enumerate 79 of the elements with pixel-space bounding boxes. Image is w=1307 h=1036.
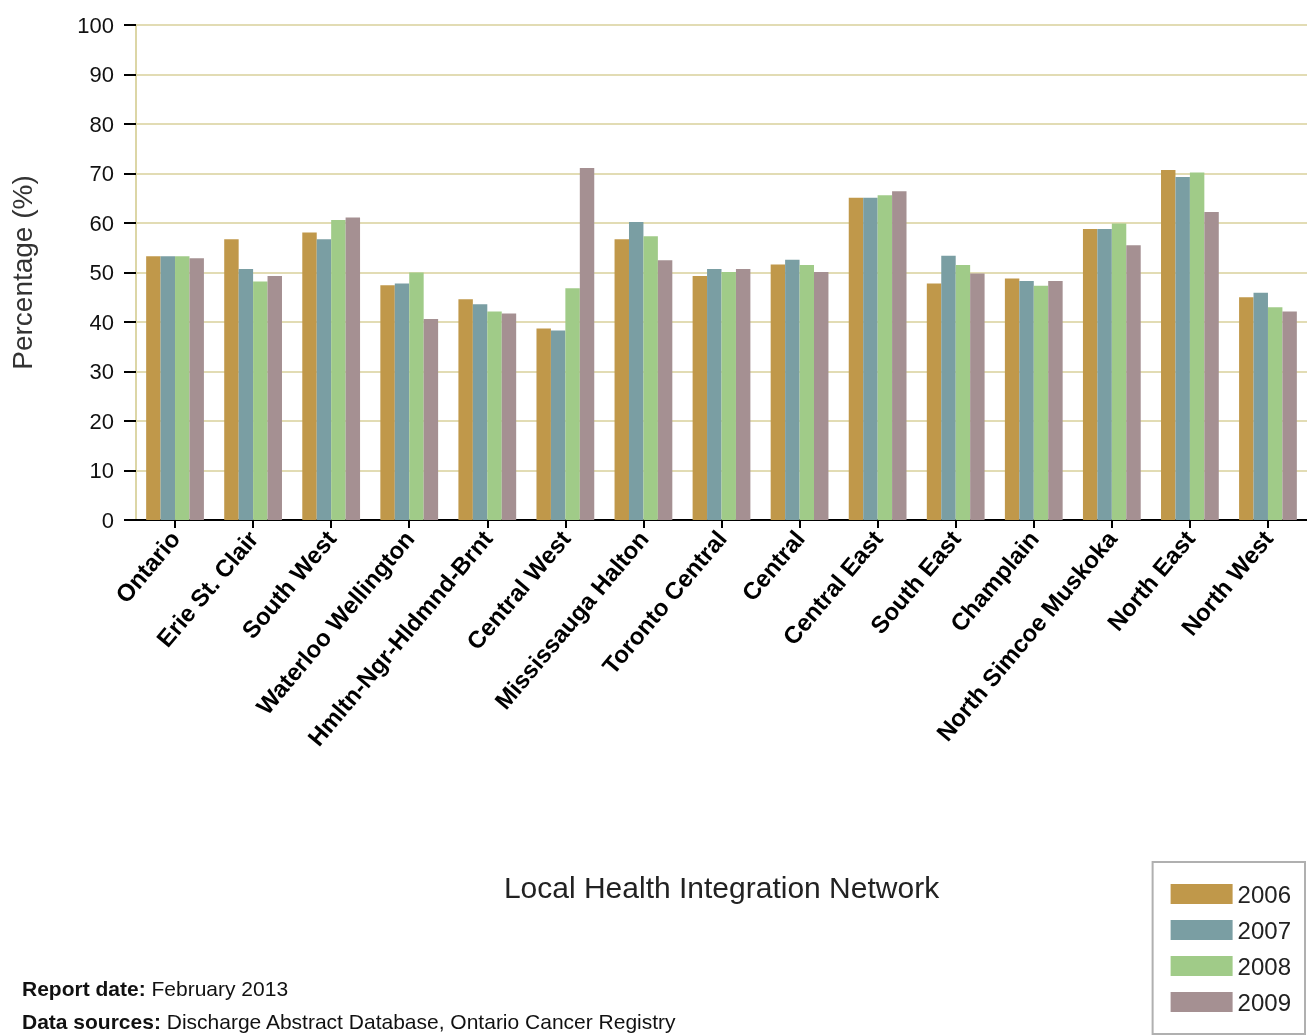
bar [189,258,204,520]
bar [1004,278,1020,520]
bar [1019,280,1034,520]
bar [160,256,176,520]
legend-label: 2006 [1237,880,1291,908]
bar [253,281,268,520]
y-tick-label: 80 [89,111,114,137]
legend-label: 2008 [1237,952,1291,980]
bar [331,220,346,520]
bar [628,222,644,520]
bar [770,264,786,520]
legend-label: 2009 [1237,988,1291,1016]
bar [926,283,942,520]
bar [643,236,658,520]
bar [175,256,190,520]
bar [536,328,551,520]
bar [1267,307,1283,520]
bar [1175,176,1190,520]
y-tick-label: 40 [89,309,114,335]
bar [1033,285,1049,520]
bar [614,239,629,520]
bar [224,239,239,520]
bar [1189,172,1205,520]
bar [785,259,800,520]
bar [1239,297,1254,520]
bar [1253,292,1268,520]
y-tick-label: 100 [77,12,114,38]
bar [1282,311,1297,520]
bar [458,299,473,520]
bar [487,311,502,520]
bar [848,197,864,520]
bar [657,260,673,520]
y-axis-title: Percentage (%) [6,175,38,370]
bar [877,195,893,520]
bar [970,273,985,520]
bar [955,265,971,520]
bar [1111,223,1127,520]
bar [692,275,708,520]
y-tick-label: 50 [89,260,114,285]
bar [1097,228,1112,520]
bar [565,288,580,520]
bar [941,255,956,520]
y-tick-label: 30 [89,359,114,384]
bar [1082,228,1098,520]
bar [380,285,395,520]
bar [394,283,410,520]
bar [316,239,332,520]
x-axis-title: Local Health Integration Network [503,870,941,904]
legend-label: 2007 [1237,916,1291,944]
bar [892,191,907,520]
y-tick-label: 0 [101,507,114,533]
y-tick-label: 70 [89,161,114,186]
bar [472,304,488,520]
bar [423,319,439,520]
bar [799,265,815,520]
bar [1048,280,1063,520]
bar [550,330,566,520]
y-tick-label: 90 [89,62,114,87]
y-tick-label: 10 [89,458,114,483]
text: Data sources: Discharge Abstract Database, Ontario Cancer Registry [22,1010,677,1033]
bar [1161,170,1176,520]
bar [1204,212,1219,520]
bar [863,197,878,520]
text: Report date: February 2013 [22,977,289,1000]
bar [238,269,254,520]
bar [1126,245,1141,520]
bar [735,269,751,520]
bar [707,269,722,520]
bar [721,272,736,520]
bar [345,217,361,520]
bar [409,272,424,520]
bar [814,272,829,520]
bar [501,313,517,520]
y-tick-label: 20 [89,408,114,434]
y-tick-label: 60 [89,210,114,236]
bar [302,232,317,520]
bar [267,275,282,520]
bar [146,256,161,520]
bar [579,168,595,520]
